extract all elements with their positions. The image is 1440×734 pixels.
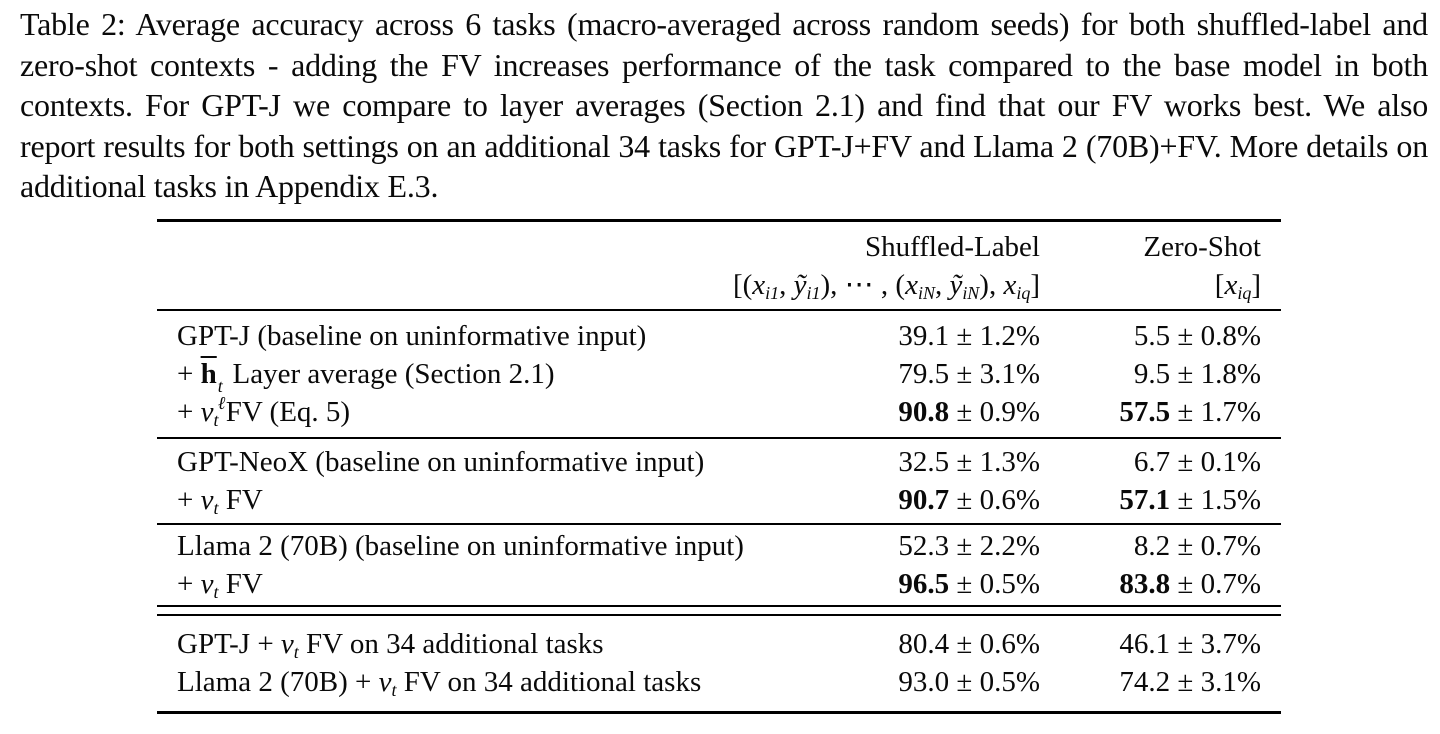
- header-formula-line: [(xi1, ỹi1), ⋯ , (xiN, ỹiN), xiq] [xiq…: [157, 266, 1281, 304]
- cell-zero-shot: 46.1 ± 3.7%: [1119, 628, 1261, 660]
- table-caption: Table 2: Average accuracy across 6 tasks…: [20, 6, 1428, 204]
- table-row: + vt FV 90.7 ± 0.6% 57.1 ± 1.5%: [157, 481, 1281, 519]
- cell-shuffled-label: 96.5 ± 0.5%: [898, 568, 1040, 600]
- cell-shuffled-label: 80.4 ± 0.6%: [898, 628, 1040, 660]
- row-label: + vt FV (Eq. 5): [177, 396, 351, 431]
- cell-zero-shot: 57.1 ± 1.5%: [1119, 484, 1261, 516]
- cell-shuffled-label: 39.1 ± 1.2%: [898, 320, 1040, 352]
- cell-shuffled-label: 90.7 ± 0.6%: [898, 484, 1040, 516]
- section-rule: [157, 437, 1281, 439]
- table-row: GPT-J (baseline on uninformative input) 3…: [157, 317, 1281, 355]
- cell-zero-shot: 57.5 ± 1.7%: [1119, 396, 1261, 428]
- bottom-rule: [157, 711, 1281, 714]
- col-header-zero-shot: Zero-Shot: [1143, 231, 1261, 263]
- cell-zero-shot: 5.5 ± 0.8%: [1133, 320, 1261, 352]
- table-section: GPT-NeoX (baseline on uninformative inpu…: [157, 439, 1281, 523]
- table-section: GPT-J (baseline on uninformative input) 3…: [157, 311, 1281, 437]
- cell-shuffled-label: 93.0 ± 0.5%: [898, 666, 1040, 698]
- row-label: + vt FV: [177, 484, 263, 519]
- cell-shuffled-label: 90.8 ± 0.9%: [898, 396, 1040, 428]
- row-label: Llama 2 (70B) (baseline on uninformative…: [177, 530, 744, 562]
- cell-zero-shot: 9.5 ± 1.8%: [1133, 358, 1261, 390]
- top-rule: [157, 219, 1281, 222]
- table-section: GPT-J + vt FV on 34 additional tasks 80.4…: [157, 616, 1281, 711]
- table-row: Llama 2 (70B) + vt FV on 34 additional t…: [157, 663, 1281, 701]
- row-label: GPT-NeoX (baseline on uninformative inpu…: [177, 446, 705, 478]
- cell-shuffled-label: 79.5 ± 3.1%: [898, 358, 1040, 390]
- row-label: GPT-J + vt FV on 34 additional tasks: [177, 628, 604, 663]
- cell-shuffled-label: 32.5 ± 1.3%: [898, 446, 1040, 478]
- section-rule: [157, 523, 1281, 525]
- table-header: Shuffled-Label Zero-Shot [(xi1, ỹi1), ⋯…: [157, 222, 1281, 309]
- cell-shuffled-label: 52.3 ± 2.2%: [898, 530, 1040, 562]
- row-label: + vt FV: [177, 568, 263, 603]
- table-row: + vt FV 96.5 ± 0.5% 83.8 ± 0.7%: [157, 565, 1281, 603]
- cell-zero-shot: 74.2 ± 3.1%: [1119, 666, 1261, 698]
- header-title-line: Shuffled-Label Zero-Shot: [157, 228, 1281, 266]
- table-row: + vt FV (Eq. 5) 90.8 ± 0.9% 57.5 ± 1.7%: [157, 393, 1281, 431]
- results-table: Shuffled-Label Zero-Shot [(xi1, ỹi1), ⋯…: [157, 219, 1281, 714]
- row-label: GPT-J (baseline on uninformative input): [177, 320, 647, 352]
- table-sections: GPT-J (baseline on uninformative input) 3…: [157, 311, 1281, 711]
- col-formula-zero-shot: [xiq]: [1214, 269, 1261, 304]
- header-rule: [157, 309, 1281, 311]
- col-header-shuffled-label: Shuffled-Label: [864, 231, 1040, 263]
- cell-zero-shot: 8.2 ± 0.7%: [1133, 530, 1261, 562]
- table-row: GPT-NeoX (baseline on uninformative inpu…: [157, 443, 1281, 481]
- table-row: GPT-J + vt FV on 34 additional tasks 80.4…: [157, 625, 1281, 663]
- table-section: Llama 2 (70B) (baseline on uninformative…: [157, 525, 1281, 605]
- col-formula-shuffled-label: [(xi1, ỹi1), ⋯ , (xiN, ỹiN), xiq]: [732, 269, 1040, 304]
- cell-zero-shot: 83.8 ± 0.7%: [1119, 568, 1261, 600]
- row-label: Llama 2 (70B) + vt FV on 34 additional t…: [177, 666, 702, 701]
- table-row: Llama 2 (70B) (baseline on uninformative…: [157, 527, 1281, 565]
- cell-zero-shot: 6.7 ± 0.1%: [1133, 446, 1261, 478]
- double-rule: [157, 605, 1281, 616]
